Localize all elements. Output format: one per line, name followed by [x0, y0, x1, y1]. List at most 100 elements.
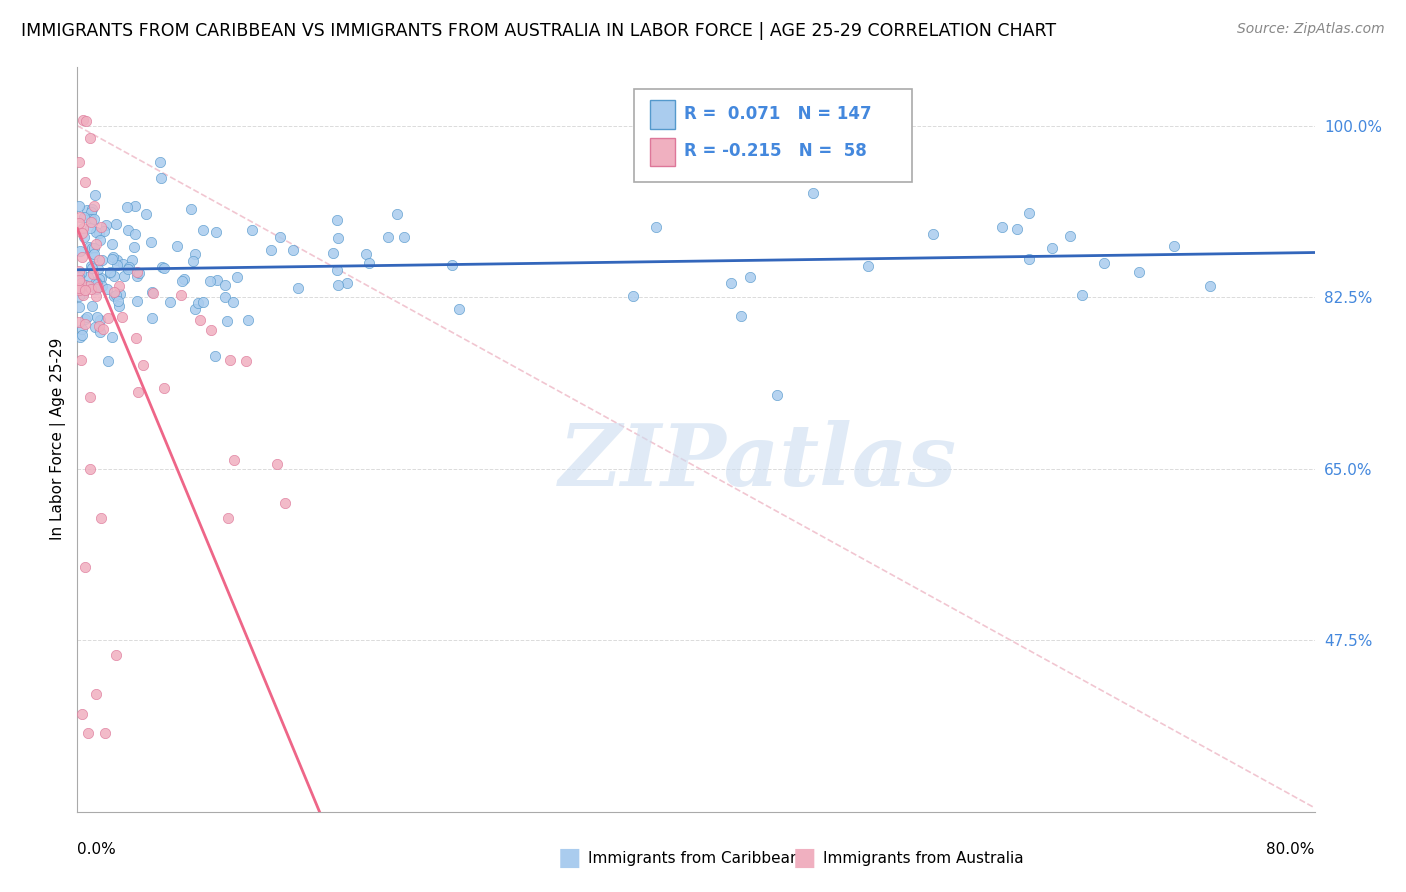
- Point: [387, 207, 409, 221]
- Point: [97, 354, 120, 368]
- Point: [132, 358, 155, 372]
- Point: [84, 289, 107, 303]
- Point: [86, 277, 108, 292]
- Point: [80, 212, 103, 227]
- Point: [79, 390, 101, 404]
- Point: [1199, 278, 1222, 293]
- Point: [287, 281, 309, 295]
- Point: [67, 217, 90, 231]
- Point: [645, 220, 668, 235]
- Point: [84, 687, 107, 701]
- Point: [188, 312, 211, 326]
- Point: [73, 211, 96, 225]
- Point: [96, 282, 118, 296]
- Point: [82, 261, 104, 276]
- Point: [90, 270, 112, 285]
- FancyBboxPatch shape: [634, 89, 912, 182]
- Point: [87, 271, 110, 285]
- Point: [67, 280, 90, 294]
- Point: [184, 302, 207, 317]
- Point: [67, 199, 90, 213]
- Point: [273, 496, 295, 510]
- Point: [191, 223, 214, 237]
- Point: [87, 280, 110, 294]
- Point: [83, 241, 105, 255]
- Point: [72, 287, 94, 301]
- Point: [1163, 238, 1185, 252]
- Point: [100, 265, 122, 279]
- Point: [108, 299, 131, 313]
- Point: [242, 223, 264, 237]
- Point: [1092, 256, 1115, 270]
- Point: [111, 257, 134, 271]
- Point: [110, 286, 132, 301]
- Point: [83, 199, 105, 213]
- Point: [1128, 265, 1150, 279]
- Point: [80, 202, 103, 216]
- Point: [187, 295, 209, 310]
- Point: [217, 510, 239, 524]
- Point: [97, 310, 120, 325]
- Point: [173, 271, 195, 285]
- Bar: [650, 137, 675, 166]
- Point: [72, 328, 94, 343]
- Point: [226, 270, 249, 285]
- Point: [139, 235, 162, 249]
- Point: [69, 330, 91, 344]
- Point: [122, 240, 145, 254]
- Point: [103, 285, 125, 299]
- Point: [67, 263, 90, 277]
- Point: [183, 246, 205, 260]
- Point: [1018, 252, 1040, 266]
- Point: [67, 315, 90, 329]
- Point: [105, 258, 128, 272]
- Point: [79, 215, 101, 229]
- Point: [87, 226, 110, 240]
- Point: [75, 559, 96, 574]
- Point: [91, 322, 114, 336]
- Point: [128, 266, 150, 280]
- Point: [89, 313, 111, 327]
- Point: [153, 381, 176, 395]
- Point: [863, 163, 886, 178]
- Point: [990, 220, 1012, 235]
- Point: [67, 289, 90, 303]
- Point: [70, 322, 93, 336]
- Point: [118, 260, 141, 274]
- Point: [87, 318, 110, 333]
- Point: [75, 318, 97, 332]
- Point: [73, 230, 96, 244]
- Point: [89, 325, 111, 339]
- Point: [89, 252, 111, 267]
- Point: [67, 270, 90, 285]
- Point: [70, 251, 93, 265]
- Text: IMMIGRANTS FROM CARIBBEAN VS IMMIGRANTS FROM AUSTRALIA IN LABOR FORCE | AGE 25-2: IMMIGRANTS FROM CARIBBEAN VS IMMIGRANTS …: [21, 22, 1056, 40]
- Point: [127, 384, 149, 399]
- Point: [69, 244, 91, 259]
- Text: R =  0.071   N = 147: R = 0.071 N = 147: [683, 105, 872, 123]
- Point: [75, 284, 97, 298]
- Point: [67, 155, 90, 169]
- Point: [152, 260, 174, 275]
- Point: [79, 131, 101, 145]
- Point: [75, 113, 97, 128]
- Point: [79, 221, 101, 235]
- Point: [166, 239, 188, 253]
- Point: [105, 648, 127, 662]
- Point: [205, 273, 228, 287]
- Point: [222, 453, 245, 467]
- Point: [83, 250, 105, 264]
- Point: [69, 353, 91, 368]
- Point: [80, 259, 103, 273]
- Point: [127, 294, 149, 309]
- Point: [84, 187, 107, 202]
- Point: [1018, 206, 1040, 220]
- Point: [198, 274, 221, 288]
- Point: [377, 230, 399, 244]
- Text: ■: ■: [558, 847, 581, 870]
- Text: ZIPatlas: ZIPatlas: [558, 420, 957, 503]
- Point: [222, 295, 245, 310]
- Point: [77, 279, 100, 293]
- Bar: [650, 101, 675, 128]
- Point: [69, 211, 91, 225]
